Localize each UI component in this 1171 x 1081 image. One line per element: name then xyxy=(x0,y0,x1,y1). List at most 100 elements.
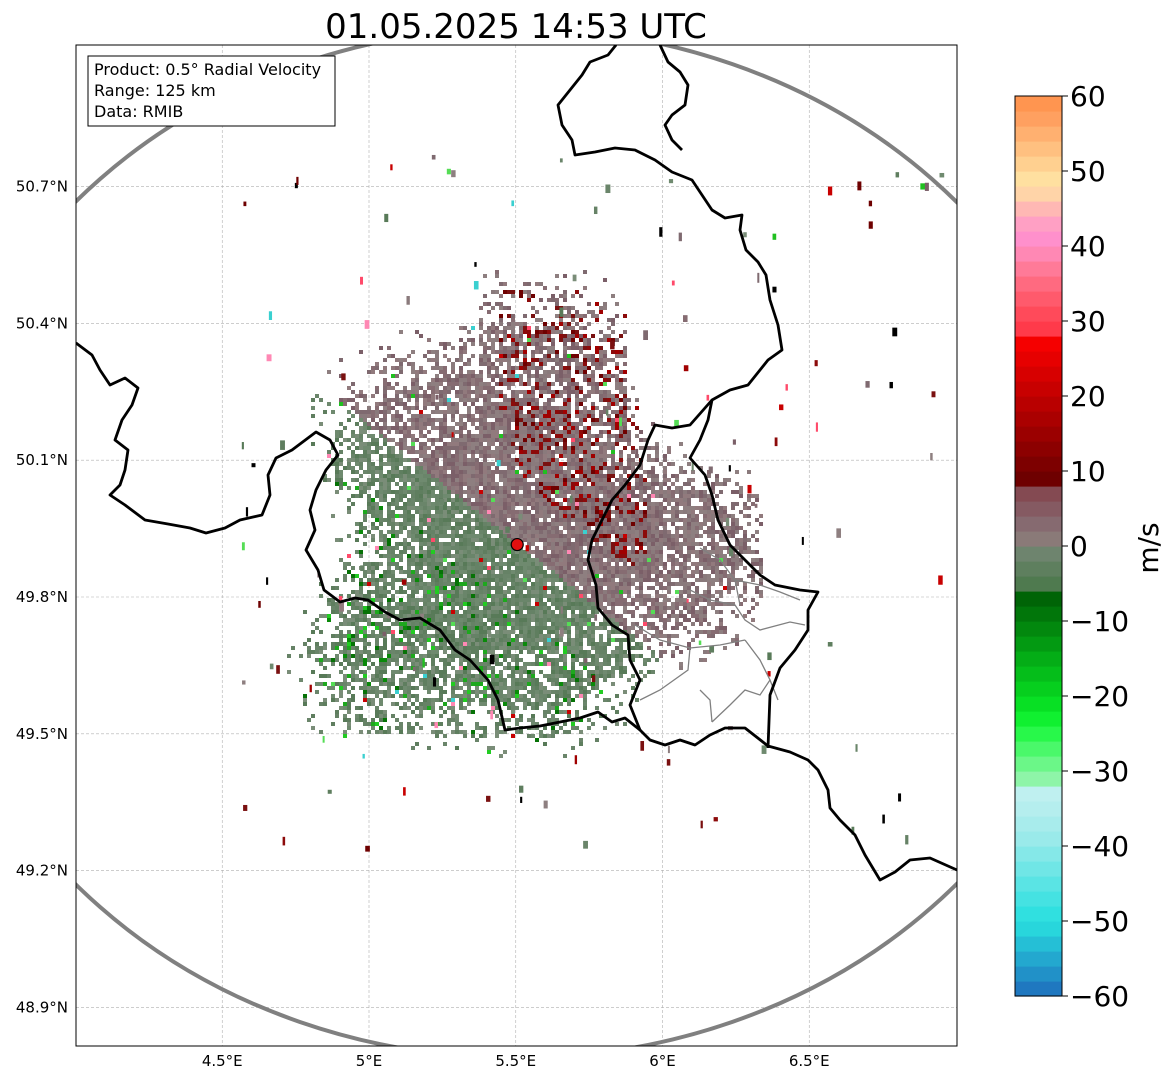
echo-cell xyxy=(403,550,407,554)
echo-cell xyxy=(651,522,655,526)
echo-cell xyxy=(631,530,635,534)
echo-cell xyxy=(539,318,543,322)
echo-cell xyxy=(471,542,475,546)
echo-cell xyxy=(383,542,387,546)
echo-cell xyxy=(539,378,543,382)
echo-cell xyxy=(539,494,543,498)
echo-cell xyxy=(647,498,651,502)
echo-cell xyxy=(603,542,607,546)
echo-cell xyxy=(363,482,367,486)
echo-cell xyxy=(495,366,499,370)
echo-cell xyxy=(623,542,627,546)
echo-cell xyxy=(543,374,547,378)
echo-cell xyxy=(559,410,563,414)
echo-cell xyxy=(331,598,335,602)
echo-cell xyxy=(335,490,339,494)
echo-cell xyxy=(507,322,511,326)
echo-cell xyxy=(363,398,367,402)
echo-cell xyxy=(355,522,359,526)
echo-cell xyxy=(543,514,547,518)
echo-cell xyxy=(491,378,495,382)
echo-cell xyxy=(531,530,535,534)
echo-cell xyxy=(627,542,631,546)
echo-cell xyxy=(551,370,555,374)
echo-cell xyxy=(687,610,691,614)
echo-cell xyxy=(515,554,519,558)
echo-cell xyxy=(483,614,487,618)
echo-cell xyxy=(379,602,383,606)
echo-cell xyxy=(463,514,467,518)
echo-cell xyxy=(615,302,619,306)
echo-cell xyxy=(743,530,747,534)
echo-cell xyxy=(459,374,463,378)
echo-cell xyxy=(499,454,503,458)
echo-cell xyxy=(579,390,583,394)
echo-cell xyxy=(463,506,467,510)
echo-cell xyxy=(383,386,387,390)
echo-cell xyxy=(611,402,615,406)
echo-cell xyxy=(423,402,427,406)
echo-cell xyxy=(607,398,611,402)
echo-cell xyxy=(635,406,639,410)
echo-cell xyxy=(543,322,547,326)
echo-cell xyxy=(587,602,591,606)
echo-cell xyxy=(403,402,407,406)
echo-cell xyxy=(699,494,703,498)
echo-cell xyxy=(563,438,567,442)
echo-cell xyxy=(683,542,687,546)
echo-cell xyxy=(439,478,443,482)
echo-cell xyxy=(455,422,459,426)
echo-cell xyxy=(463,342,467,346)
echo-cell xyxy=(519,446,523,450)
echo-cell xyxy=(675,518,679,522)
echo-cell xyxy=(419,606,423,610)
echo-cell xyxy=(439,494,443,498)
echo-cell xyxy=(479,534,483,538)
echo-cell xyxy=(399,486,403,490)
echo-cell xyxy=(491,426,495,430)
echo-cell xyxy=(431,534,435,538)
echo-cell xyxy=(507,622,511,626)
echo-cell xyxy=(511,410,515,414)
echo-cell xyxy=(551,462,555,466)
echo-cell xyxy=(511,482,515,486)
echo-cell xyxy=(415,486,419,490)
echo-cell xyxy=(543,554,547,558)
echo-cell xyxy=(627,602,631,606)
echo-cell xyxy=(663,566,667,570)
echo-cell xyxy=(551,614,555,618)
echo-cell xyxy=(567,410,571,414)
echo-cell xyxy=(535,554,539,558)
echo-cell xyxy=(483,602,487,606)
echo-cell xyxy=(423,494,427,498)
echo-cell xyxy=(443,474,447,478)
echo-cell xyxy=(447,602,451,606)
echo-cell xyxy=(443,370,447,374)
echo-cell xyxy=(391,426,395,430)
echo-cell xyxy=(447,590,451,594)
echo-cell xyxy=(387,606,391,610)
echo-cell xyxy=(399,602,403,606)
echo-cell xyxy=(543,382,547,386)
echo-cell xyxy=(371,418,375,422)
echo-cell xyxy=(623,354,627,358)
echo-cell xyxy=(651,466,655,470)
echo-cell xyxy=(531,414,535,418)
echo-cell xyxy=(495,330,499,334)
echo-cell xyxy=(727,562,731,566)
echo-cell xyxy=(371,438,375,442)
echo-cell xyxy=(503,546,507,550)
echo-cell xyxy=(683,494,687,498)
echo-cell xyxy=(403,406,407,410)
echo-cell xyxy=(603,554,607,558)
echo-cell xyxy=(711,530,715,534)
echo-cell xyxy=(691,594,695,598)
echo-cell xyxy=(523,554,527,558)
echo-cell xyxy=(667,578,671,582)
echo-cell xyxy=(387,566,391,570)
echo-cell xyxy=(439,554,443,558)
echo-cell xyxy=(411,442,415,446)
echo-cell xyxy=(591,494,595,498)
echo-cell xyxy=(495,334,499,338)
echo-cell xyxy=(559,562,563,566)
